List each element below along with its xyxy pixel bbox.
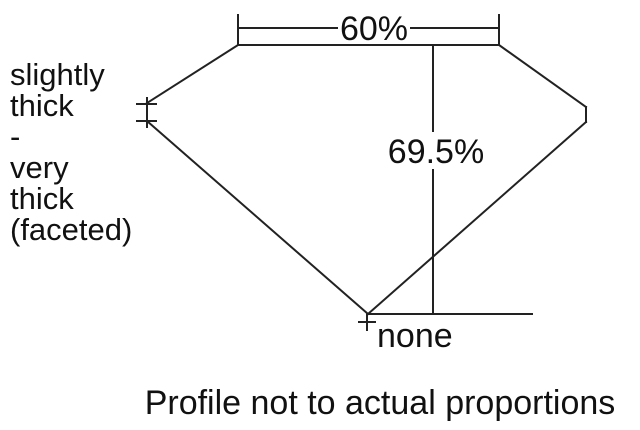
girdle-label-line-6: (faceted) bbox=[10, 212, 132, 247]
table-width-label: 60% bbox=[340, 10, 408, 48]
right-pavilion-line bbox=[366, 120, 588, 316]
girdle-label-line-2: thick bbox=[10, 88, 74, 123]
girdle-label-line-4: very bbox=[10, 150, 69, 185]
caption: Profile not to actual proportions bbox=[145, 384, 616, 422]
culet-label: none bbox=[377, 317, 453, 355]
right-crown-line bbox=[497, 43, 588, 109]
depth-dimension: 69.5% bbox=[388, 44, 484, 315]
girdle-label-line-3: - bbox=[10, 119, 20, 154]
left-crown-line bbox=[145, 43, 240, 105]
left-pavilion-line bbox=[145, 119, 370, 316]
girdle-label-line-5: thick bbox=[10, 181, 74, 216]
diamond-outline bbox=[145, 43, 588, 316]
culet-cross-mark bbox=[358, 313, 376, 331]
girdle-label-line-1: slightly bbox=[10, 57, 105, 92]
girdle-tick-marks bbox=[136, 103, 157, 122]
girdle-thickness-label: slightly thick - very thick (faceted) bbox=[10, 57, 132, 247]
table-width-dimension: 60% bbox=[237, 10, 500, 48]
depth-label: 69.5% bbox=[388, 133, 484, 171]
